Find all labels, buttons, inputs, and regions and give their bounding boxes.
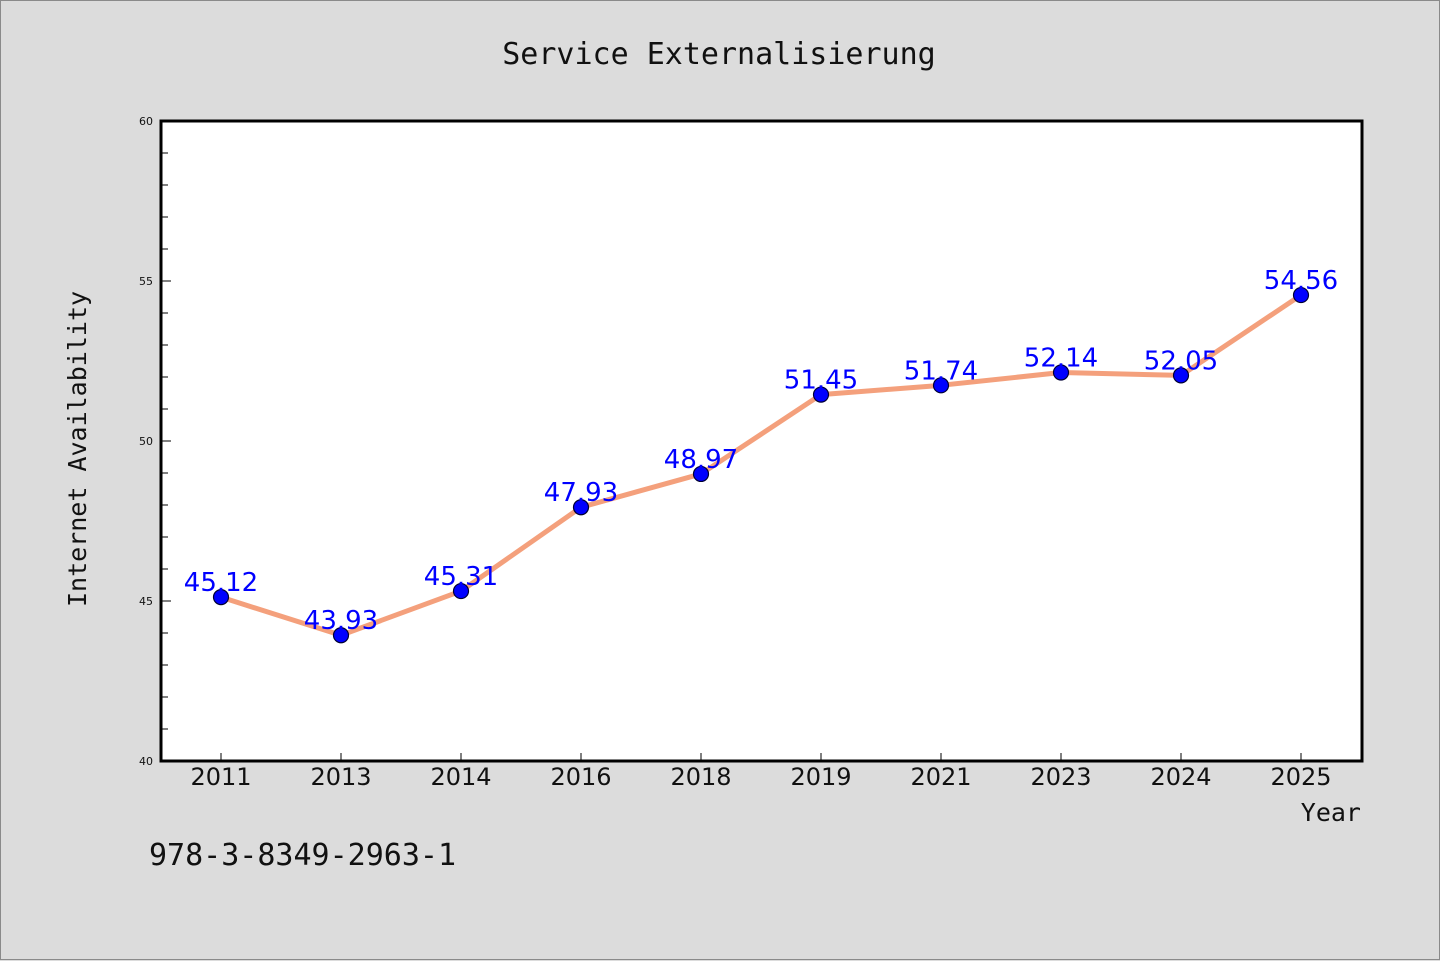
y-tick-label: 45 [139,595,153,608]
y-tick-label: 40 [139,755,153,768]
data-label: 52.14 [1024,344,1098,374]
x-tick-label: 2016 [550,763,611,791]
data-label: 43.93 [304,606,378,636]
data-point [572,499,590,516]
data-point [332,627,350,644]
plot-area [159,119,1364,763]
data-point [692,465,710,483]
data-label: 52.05 [1144,346,1218,376]
x-axis: 2011 2013 2014 2016 2018 2019 2021 2023 2024 2025 [190,753,1332,791]
data-point [1052,364,1070,381]
x-tick-label: 2025 [1270,763,1331,791]
x-tick-label: 2013 [310,763,371,791]
data-point [1292,286,1310,304]
data-label: 47.93 [544,478,618,508]
series-line [220,293,1303,638]
data-point [452,582,470,600]
y-axis: 40 45 50 55 60 [139,115,171,768]
x-tick-label: 2023 [1030,763,1091,791]
data-label: 51.45 [784,366,858,396]
data-point [812,386,830,403]
data-label: 45.31 [424,562,498,592]
footer-isbn: 978-3-8349-2963-1 [149,838,456,873]
y-tick-label: 60 [139,115,153,128]
data-markers [212,286,1310,644]
y-axis-label: Internet Availability [63,291,92,607]
x-tick-label: 2014 [430,763,491,791]
x-tick-label: 2021 [910,763,971,791]
y-tick-label: 50 [139,435,153,448]
data-labels: 45.12 43.93 45.31 47.93 48.97 51.45 51.74 52.14… [184,266,1338,636]
data-point [932,377,950,394]
data-label: 54.56 [1264,266,1338,296]
data-label: 45.12 [184,568,258,598]
data-point [1172,367,1190,384]
x-tick-label: 2018 [670,763,731,791]
x-tick-label: 2019 [790,763,851,791]
data-label: 48.97 [664,445,738,475]
chart-title: Service Externalisierung [502,37,935,72]
data-point [212,589,230,606]
x-tick-label: 2011 [190,763,251,791]
x-tick-label: 2024 [1150,763,1211,791]
data-label: 51.74 [904,356,978,386]
y-tick-label: 55 [139,275,153,288]
x-axis-label: Year [1301,798,1361,827]
